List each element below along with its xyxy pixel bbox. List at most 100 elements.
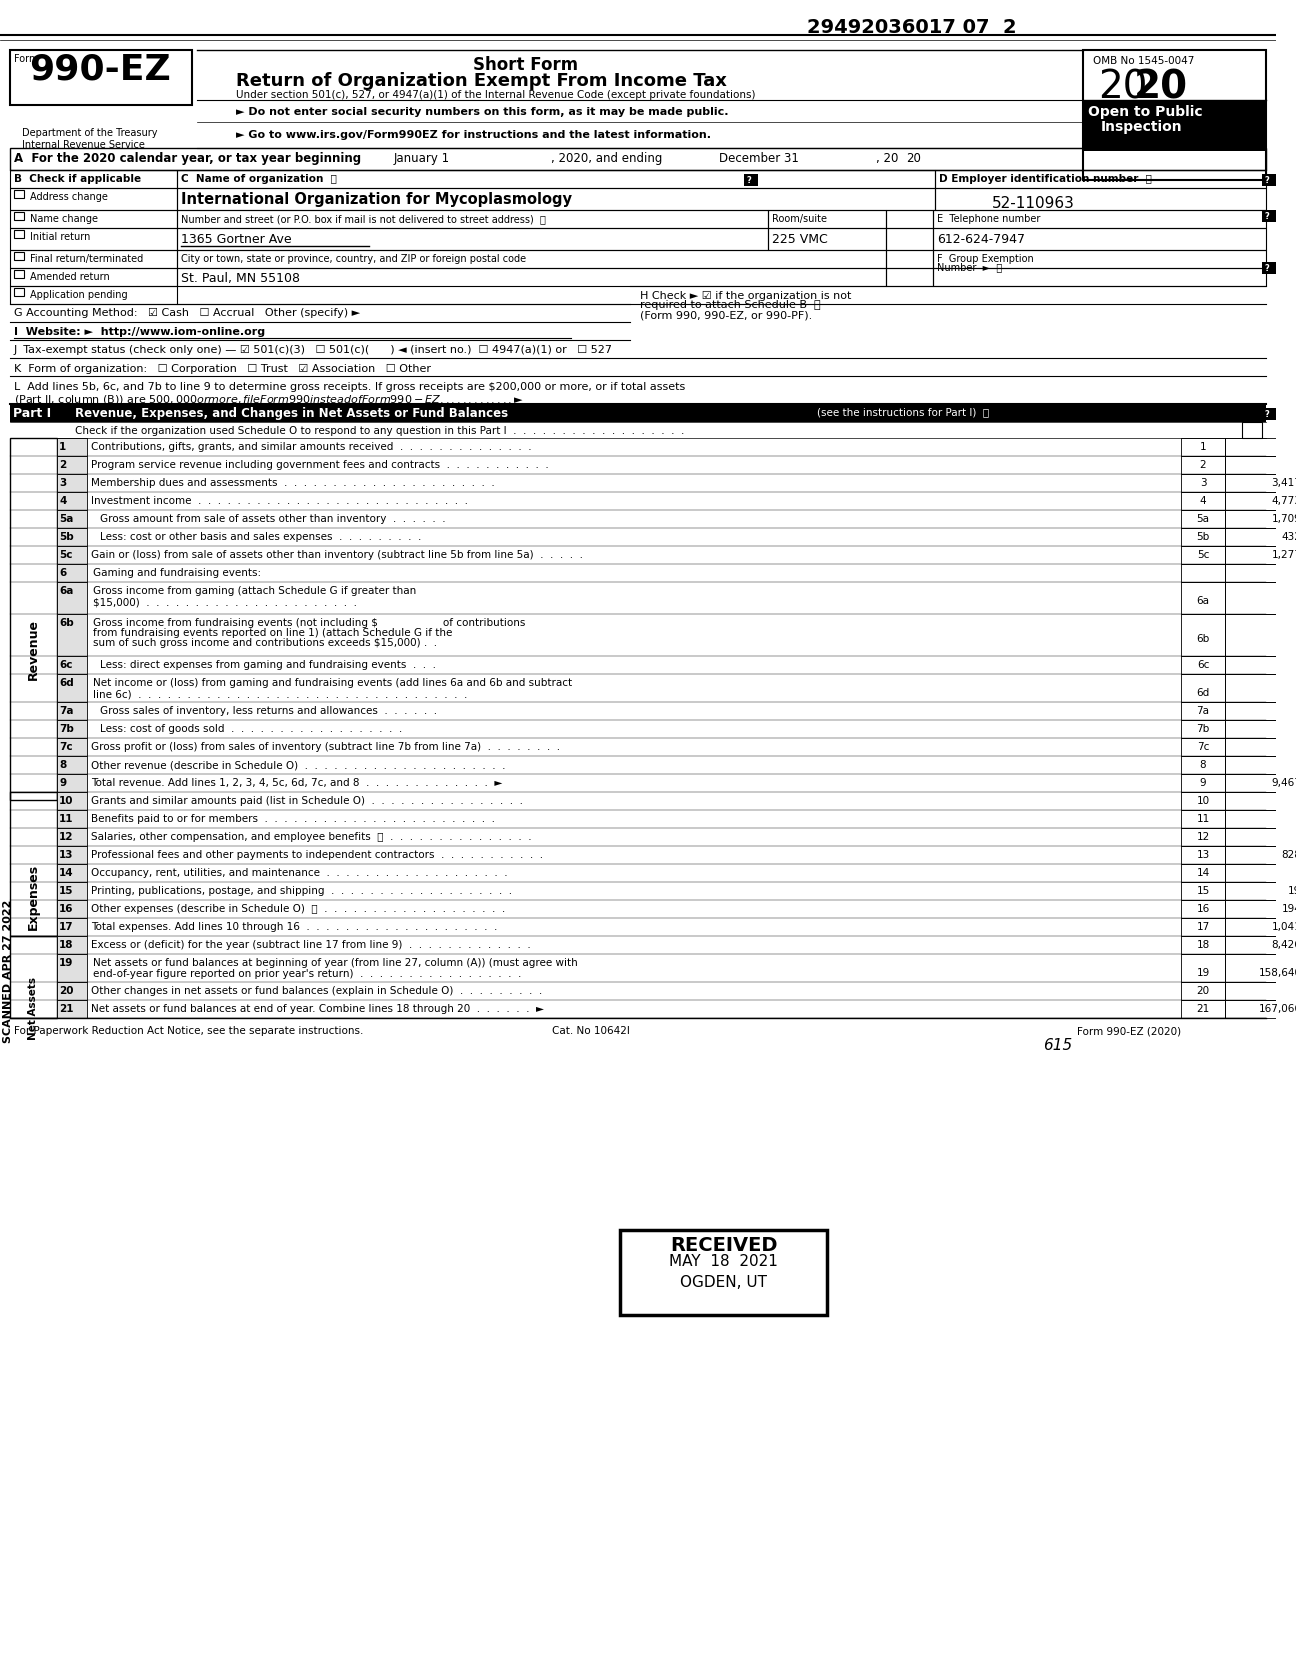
Text: Contributions, gifts, grants, and similar amounts received  .  .  .  .  .  .  . : Contributions, gifts, grants, and simila… [91,441,531,451]
Bar [178,188,936,210]
Text: 12: 12 [60,831,74,841]
Text: Room/suite: Room/suite [772,213,827,225]
Text: Gross income from gaming (attach Schedule G if greater than: Gross income from gaming (attach Schedul… [92,587,416,597]
Text: Form: Form [14,55,39,64]
Text: Program service revenue including government fees and contracts  .  .  .  .  .  : Program service revenue including govern… [91,460,548,469]
Text: Gain or (loss) from sale of assets other than inventory (subtract line 5b from l: Gain or (loss) from sale of assets other… [91,550,583,560]
Bar [1182,721,1225,737]
Text: 1365 Gortner Ave: 1365 Gortner Ave [181,233,292,246]
Bar [1225,774,1296,792]
Text: 5a: 5a [1196,514,1209,524]
Bar [57,755,87,774]
Bar [1182,511,1225,527]
Text: 1,041: 1,041 [1271,922,1296,932]
Bar [767,228,886,250]
Bar [57,792,87,810]
Bar [1083,50,1266,180]
Text: L  Add lines 5b, 6c, and 7b to line 9 to determine gross receipts. If gross rece: L Add lines 5b, 6c, and 7b to line 9 to … [14,382,686,392]
Bar [57,828,87,846]
Text: 20: 20 [1196,985,1209,997]
Text: Printing, publications, postage, and shipping  .  .  .  .  .  .  .  .  .  .  .  : Printing, publications, postage, and shi… [91,886,512,896]
Text: G Accounting Method:   ☑ Cash   ☐ Accrual   Other (specify) ►: G Accounting Method: ☑ Cash ☐ Accrual Ot… [14,307,360,317]
Bar [1225,828,1296,846]
Text: 19: 19 [60,959,74,969]
Bar [933,210,1266,228]
Text: 15: 15 [1196,886,1209,896]
Text: 3: 3 [60,478,66,488]
Bar [57,982,87,1000]
Bar [1182,936,1225,954]
Bar [14,190,23,198]
Bar [933,250,1266,268]
Bar [57,545,87,564]
Bar [178,170,936,188]
Bar [1225,936,1296,954]
Bar [178,250,886,268]
Text: sum of such gross income and contributions exceeds $15,000) .  .: sum of such gross income and contributio… [92,638,437,648]
Bar [1182,564,1225,582]
Text: 8: 8 [1200,760,1207,770]
Text: Investment income  .  .  .  .  .  .  .  .  .  .  .  .  .  .  .  .  .  .  .  .  .: Investment income . . . . . . . . . . . … [91,496,468,506]
Text: 9,467: 9,467 [1271,779,1296,788]
Text: 21: 21 [1196,1003,1209,1013]
Bar [1262,210,1275,222]
Text: 615: 615 [1043,1038,1073,1053]
Text: $15,000)  .  .  .  .  .  .  .  .  .  .  .  .  .  .  .  .  .  .  .  .  .  .: $15,000) . . . . . . . . . . . . . . . .… [92,597,356,607]
Text: ?: ? [1264,212,1269,222]
Text: 6: 6 [60,569,66,579]
Bar [1225,755,1296,774]
Bar [57,656,87,674]
Text: Revenue: Revenue [27,618,40,679]
Text: 7a: 7a [60,706,74,716]
Bar [1182,438,1225,456]
Text: K  Form of organization:   ☐ Corporation   ☐ Trust   ☑ Association   ☐ Other: K Form of organization: ☐ Corporation ☐ … [14,364,430,374]
Text: Short Form: Short Form [473,56,578,74]
Text: 6d: 6d [60,678,74,688]
Text: F  Group Exemption: F Group Exemption [937,255,1034,264]
Bar [1182,703,1225,721]
Bar [1225,656,1296,674]
Text: 7a: 7a [1196,706,1209,716]
Text: 6b: 6b [1196,635,1209,645]
Text: 7c: 7c [60,742,73,752]
Bar [1182,493,1225,511]
Bar [886,268,933,286]
Text: OMB No 1545-0047: OMB No 1545-0047 [1093,56,1194,66]
Bar [1225,674,1296,703]
Text: 167,066: 167,066 [1258,1003,1296,1013]
Bar [10,149,1266,170]
Text: 52-110963: 52-110963 [993,197,1076,212]
Bar [10,188,178,210]
Text: ?: ? [1264,264,1269,273]
Bar [933,228,1266,250]
Bar [1225,792,1296,810]
Text: Salaries, other compensation, and employee benefits  ⓘ  .  .  .  .  .  .  .  .  : Salaries, other compensation, and employ… [91,831,531,841]
Text: Revenue, Expenses, and Changes in Net Assets or Fund Balances: Revenue, Expenses, and Changes in Net As… [75,407,508,420]
Text: January 1: January 1 [394,152,450,165]
Bar [57,917,87,936]
Text: 20: 20 [60,985,74,997]
Bar [14,212,23,220]
Text: St. Paul, MN 55108: St. Paul, MN 55108 [181,273,301,284]
Text: Part I: Part I [13,407,51,420]
Bar [14,288,23,296]
Bar [1225,917,1296,936]
Bar [1182,982,1225,1000]
Bar [1225,613,1296,656]
Bar [57,613,87,656]
Text: Total revenue. Add lines 1, 2, 3, 4, 5c, 6d, 7c, and 8  .  .  .  .  .  .  .  .  : Total revenue. Add lines 1, 2, 3, 4, 5c,… [91,779,502,788]
Text: Form 990-EZ (2020): Form 990-EZ (2020) [1077,1027,1182,1036]
Text: ?: ? [1264,175,1269,185]
Text: 7b: 7b [60,724,74,734]
Text: Less: direct expenses from gaming and fundraising events  .  .  .: Less: direct expenses from gaming and fu… [100,660,437,669]
Text: December 31: December 31 [719,152,798,165]
Bar [10,210,178,228]
Text: 17: 17 [60,922,74,932]
Text: MAY  18  2021: MAY 18 2021 [669,1255,778,1270]
Text: Amended return: Amended return [30,273,109,283]
Text: H Check ► ☑ if the organization is not: H Check ► ☑ if the organization is not [640,291,851,301]
Bar [1225,438,1296,456]
Bar [1182,613,1225,656]
Text: 7c: 7c [1196,742,1209,752]
Bar [57,883,87,899]
